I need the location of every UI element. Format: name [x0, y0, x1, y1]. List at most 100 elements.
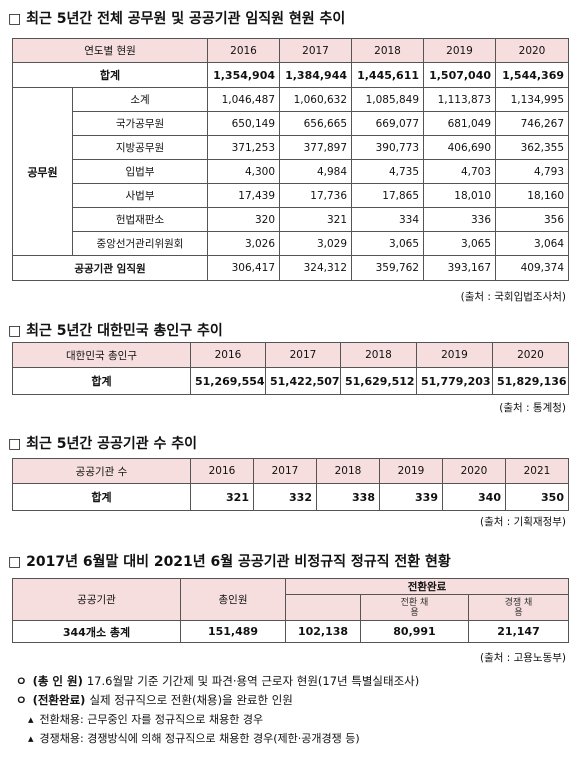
- row-label: 합계: [12, 483, 191, 511]
- header-cell: 2019: [423, 38, 497, 63]
- header-cell: 2020: [495, 38, 570, 63]
- cell: 339: [379, 483, 443, 511]
- cell: 681,049: [423, 111, 497, 136]
- row: 공공기관 임직원 306,417 324,312 359,762 393,167 409,…: [11, 255, 570, 281]
- cell: 51,829,136: [492, 367, 569, 395]
- source: (출처 : 기획재정부): [479, 516, 566, 528]
- cell: 362,355: [495, 135, 570, 160]
- cell: 350: [505, 483, 569, 511]
- cell: 17,865: [351, 183, 425, 208]
- note-text: 17.6월말 기준 기간제 및 파견·용역 근로자 현원(17년 특별실태조사): [86, 674, 420, 688]
- row: 중앙선거관리위원회 3,026 3,029 3,065 3,065 3,064: [13, 231, 570, 256]
- cell: 746,267: [495, 111, 570, 136]
- cell: 1,113,873: [423, 87, 497, 112]
- note: ㅇ (총 인 원) 17.6월말 기준 기간제 및 파견·용역 근로자 현원(17년…: [16, 672, 419, 691]
- note-bullet: ㅇ: [16, 674, 27, 688]
- note: ▴ 경쟁채용: 경쟁방식에 의해 정규직으로 채용한 경우(제한·공개경쟁 등): [16, 729, 419, 748]
- header-cell: 총인원: [180, 578, 286, 621]
- header-row: 공공기관 총인원 전환완료: [12, 578, 570, 621]
- header-cell: 공공기관 수: [12, 458, 191, 484]
- cell: 320: [207, 207, 281, 232]
- section-title: □ 최근 5년간 대한민국 총인구 추이: [8, 323, 223, 339]
- header-cell: [285, 594, 361, 621]
- cell: 4,735: [351, 159, 425, 184]
- total-row: 합계 321 332 338 339 340 350: [12, 483, 569, 511]
- header-cell: 전환완료: [284, 578, 570, 595]
- sub-header: 경쟁 채용: [504, 597, 533, 618]
- notes: ㅇ (총 인 원) 17.6월말 기준 기간제 및 파견·용역 근로자 현원(17년…: [16, 672, 419, 748]
- cell: 18,160: [495, 183, 570, 208]
- row: 헌법재판소 320 321 334 336 356: [13, 207, 570, 232]
- header-cell: 2017: [265, 342, 341, 368]
- row: 입법부 4,300 4,984 4,735 4,703 4,793: [13, 159, 570, 184]
- cell: 321: [190, 483, 254, 511]
- cell: 1,085,849: [351, 87, 425, 112]
- cell: 393,167: [423, 255, 497, 281]
- cell: 3,065: [423, 231, 497, 256]
- note-text: 경쟁채용: 경쟁방식에 의해 정규직으로 채용한 경우(제한·공개경쟁 등): [39, 732, 360, 745]
- cell: 332: [253, 483, 317, 511]
- cell: 3,064: [495, 231, 570, 256]
- cell: 21,147: [467, 620, 570, 643]
- section-title: □ 2017년 6월말 대비 2021년 6월 공공기관 비정규직 정규직 전환…: [8, 554, 451, 570]
- header-cell: 2020: [442, 458, 506, 484]
- header-row: 연도별 현원 2016 2017 2018 2019 2020: [11, 38, 570, 63]
- cell: 359,762: [351, 255, 425, 281]
- cell: 51,629,512: [340, 367, 417, 395]
- total-row: 합계 51,269,554 51,422,507 51,629,512 51,779,2…: [12, 367, 569, 395]
- cell: 18,010: [423, 183, 497, 208]
- header-cell: 경쟁 채용: [467, 594, 570, 621]
- cell: 3,065: [351, 231, 425, 256]
- cell: 102,138: [285, 620, 361, 643]
- total-row: 344개소 총계 151,489 102,138 80,991 21,147: [12, 620, 570, 643]
- note-bullet: ▴: [28, 713, 34, 726]
- source: (출처 : 국회입법조사처): [460, 291, 566, 303]
- cell: 406,690: [423, 135, 497, 160]
- note-text: 전환채용: 근무중인 자를 정규직으로 채용한 경우: [39, 713, 264, 726]
- row-label: 헌법재판소: [71, 207, 209, 232]
- section-title: □ 최근 5년간 전체 공무원 및 공공기관 임직원 현원 추이: [8, 11, 346, 27]
- note-bullet: ▴: [28, 732, 34, 745]
- source: (출처 : 고용노동부): [479, 652, 566, 664]
- cell: 80,991: [360, 620, 469, 643]
- row-label: 입법부: [71, 159, 209, 184]
- header-cell: 전환 채용: [360, 594, 469, 621]
- cell: 371,253: [207, 135, 281, 160]
- row: 국가공무원 650,149 656,665 669,077 681,049 746,267: [13, 111, 570, 136]
- row-label: 공공기관 임직원: [11, 255, 209, 281]
- cell: 51,269,554: [190, 367, 266, 395]
- row: 사법부 17,439 17,736 17,865 18,010 18,160: [13, 183, 570, 208]
- note-bullet: ㅇ: [16, 693, 27, 707]
- cell: 338: [316, 483, 380, 511]
- cell: 656,665: [279, 111, 353, 136]
- cell: 17,439: [207, 183, 281, 208]
- table: 연도별 현원 2016 2017 2018 2019 2020 합계 1,354,904 1,3…: [11, 38, 570, 281]
- cell: 3,026: [207, 231, 281, 256]
- note-label: (전환완료): [32, 693, 86, 707]
- header-cell: 2018: [351, 38, 425, 63]
- cell: 334: [351, 207, 425, 232]
- row-label: 합계: [11, 62, 209, 88]
- cell: 1,046,487: [207, 87, 281, 112]
- header-cell: 대한민국 총인구: [12, 342, 191, 368]
- table: 대한민국 총인구 2016 2017 2018 2019 2020 합계 51,269,554…: [12, 342, 569, 395]
- header-cell: 2018: [340, 342, 417, 368]
- group-label: 공무원: [12, 87, 73, 256]
- cell: 377,897: [279, 135, 353, 160]
- sub-header: 전환 채용: [400, 597, 429, 618]
- header-cell: 2020: [492, 342, 569, 368]
- note-text: 실제 정규직으로 전환(채용)을 완료한 인원: [89, 693, 293, 707]
- row-label: 지방공무원: [71, 135, 209, 160]
- header-row: 대한민국 총인구 2016 2017 2018 2019 2020: [12, 342, 569, 368]
- table: 공공기관 총인원 전환완료 전환 채용 경쟁 채용 344개소 총계 151,489 102,…: [12, 578, 570, 643]
- cell: 1,354,904: [207, 62, 281, 88]
- row-label: 국가공무원: [71, 111, 209, 136]
- cell: 336: [423, 207, 497, 232]
- cell: 409,374: [495, 255, 570, 281]
- table: 공공기관 수 2016 2017 2018 2019 2020 2021 합계 321 332 33…: [12, 458, 569, 511]
- cell: 3,029: [279, 231, 353, 256]
- row: 공무원 소계 1,046,487 1,060,632 1,085,849 1,113,87…: [12, 87, 570, 256]
- cell: 650,149: [207, 111, 281, 136]
- row-label: 중앙선거관리위원회: [71, 231, 209, 256]
- header-cell: 2021: [505, 458, 569, 484]
